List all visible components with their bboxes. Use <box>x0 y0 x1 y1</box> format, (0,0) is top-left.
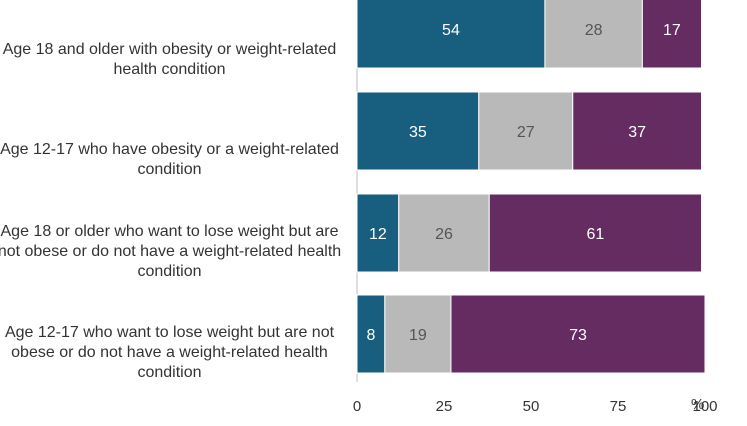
data-label: 19 <box>409 327 427 344</box>
bar-segment <box>488 193 703 273</box>
bar-segment <box>356 0 546 69</box>
bar-segment <box>641 0 703 69</box>
category-label: Age 18 or older who want to lose weight … <box>0 223 342 280</box>
category-label: Age 12-17 who have obesity or a weight-r… <box>0 141 339 178</box>
data-label: 61 <box>586 226 604 243</box>
bar-segment <box>450 294 706 374</box>
bar-segment <box>478 91 574 171</box>
data-label: 28 <box>585 22 603 39</box>
data-label: 12 <box>369 226 387 243</box>
category-label: Age 12-17 who want to lose weight but ar… <box>4 324 335 381</box>
bar-segment <box>356 294 386 374</box>
x-tick-label: 75 <box>610 398 627 415</box>
data-label: 26 <box>435 226 453 243</box>
bar-segment <box>384 294 452 374</box>
data-label: 8 <box>366 327 375 344</box>
data-label: 27 <box>517 124 535 141</box>
data-label: 35 <box>409 124 427 141</box>
bar-segment <box>356 91 480 171</box>
bar-segment <box>572 91 703 171</box>
bar-segment <box>356 193 400 273</box>
data-label: 17 <box>663 22 681 39</box>
x-axis-unit: % <box>691 396 705 413</box>
x-tick-label: 25 <box>436 398 453 415</box>
category-label: Age 18 and older with obesity or weight-… <box>2 41 337 78</box>
data-label: 37 <box>628 124 646 141</box>
data-label: 73 <box>569 327 587 344</box>
x-tick-label: 100 <box>692 398 717 415</box>
x-tick-label: 50 <box>523 398 540 415</box>
bar-segment <box>544 0 643 69</box>
data-label: 54 <box>442 22 460 39</box>
x-tick-label: 0 <box>353 398 361 415</box>
